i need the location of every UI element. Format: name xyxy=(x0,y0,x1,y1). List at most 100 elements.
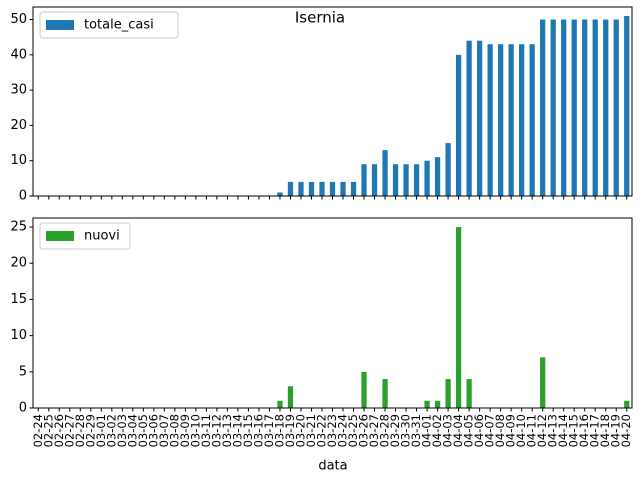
bar xyxy=(455,227,462,408)
axes-frame xyxy=(32,6,633,197)
x-tick-label: 04-19 xyxy=(609,414,623,447)
x-tick-label: 04-02 xyxy=(430,414,444,447)
x-tick-label: 03-04 xyxy=(125,414,139,447)
x-tick-label: 03-28 xyxy=(378,414,392,447)
x-tick-label: 03-25 xyxy=(346,414,360,447)
x-tick-label: 03-05 xyxy=(136,414,150,447)
x-tick-label: 04-03 xyxy=(441,414,455,447)
bar xyxy=(476,40,483,196)
x-tick-label: 04-13 xyxy=(546,414,560,447)
legend-label: nuovi xyxy=(84,229,120,244)
x-tick-label: 03-09 xyxy=(178,414,192,447)
y-tick-label: 20 xyxy=(10,256,27,271)
x-tick-label: 04-11 xyxy=(525,414,539,447)
x-tick-label: 03-27 xyxy=(367,414,381,447)
legend-label: totale_casi xyxy=(84,18,154,33)
x-tick-label: 04-08 xyxy=(493,414,507,447)
y-tick-label: 20 xyxy=(10,118,27,133)
x-tick-label: 04-20 xyxy=(619,414,633,447)
y-tick-label: 25 xyxy=(10,220,27,235)
x-tick-label: 03-11 xyxy=(199,414,213,447)
y-tick-label: 0 xyxy=(19,189,27,204)
x-tick-label: 03-12 xyxy=(209,414,223,447)
x-axis-label: data xyxy=(318,459,347,474)
x-tick-label: 04-10 xyxy=(514,414,528,447)
legend-box xyxy=(39,222,131,250)
x-tick-label: 03-23 xyxy=(325,414,339,447)
bar xyxy=(350,181,357,196)
x-tick-label: 04-14 xyxy=(556,414,570,447)
x-tick-label: 04-09 xyxy=(504,414,518,447)
bar xyxy=(613,19,619,196)
bar xyxy=(434,400,441,408)
x-tick-label: 03-30 xyxy=(399,414,413,447)
x-tick-label: 04-15 xyxy=(567,414,581,447)
x-tick-label: 02-25 xyxy=(41,414,55,447)
bar xyxy=(382,379,388,408)
x-tick-label: 02-28 xyxy=(73,414,87,447)
bar xyxy=(382,150,388,196)
x-tick-label: 03-15 xyxy=(241,414,255,447)
bar xyxy=(603,19,609,196)
bar xyxy=(371,164,378,196)
x-tick-label: 03-08 xyxy=(167,414,181,447)
x-tick-label: 04-17 xyxy=(588,414,602,447)
x-tick-label: 02-24 xyxy=(31,414,45,447)
x-tick-label: 03-20 xyxy=(293,414,307,447)
bar xyxy=(308,181,315,196)
bar xyxy=(519,44,525,197)
x-tick-label: 03-29 xyxy=(388,414,402,447)
y-tick-label: 30 xyxy=(10,83,27,98)
x-tick-label: 03-16 xyxy=(251,414,265,447)
x-tick-label: 04-16 xyxy=(577,414,591,447)
x-tick-label: 03-06 xyxy=(146,414,160,447)
x-tick-label: 04-12 xyxy=(535,414,549,447)
bar xyxy=(434,157,441,196)
bar xyxy=(445,379,451,408)
legend-swatch xyxy=(46,231,74,241)
bar xyxy=(561,19,567,196)
x-tick-label: 03-07 xyxy=(157,414,171,447)
x-tick-label: 02-27 xyxy=(62,414,76,447)
x-tick-label: 02-29 xyxy=(83,414,97,447)
bar xyxy=(340,181,346,196)
x-tick-label: 03-18 xyxy=(272,414,286,447)
bar xyxy=(571,19,577,196)
x-tick-label: 04-18 xyxy=(598,414,612,447)
bar xyxy=(319,181,325,196)
bar xyxy=(413,164,420,196)
bar xyxy=(550,19,556,196)
x-tick-label: 03-02 xyxy=(104,414,118,447)
y-tick-label: 0 xyxy=(19,401,27,416)
bar xyxy=(529,44,535,197)
legend-box xyxy=(39,11,179,39)
x-tick-label: 02-26 xyxy=(52,414,66,447)
bar xyxy=(540,19,546,196)
x-tick-label: 03-10 xyxy=(188,414,202,447)
x-tick-label: 04-05 xyxy=(462,414,476,447)
x-tick-label: 03-31 xyxy=(409,414,423,447)
x-tick-label: 04-07 xyxy=(483,414,497,447)
y-tick-label: 10 xyxy=(10,153,27,168)
bar xyxy=(392,164,399,196)
bar xyxy=(582,19,588,196)
bar xyxy=(361,371,367,408)
bar xyxy=(424,400,430,408)
bar xyxy=(624,400,630,408)
x-tick-label: 03-17 xyxy=(262,414,276,447)
x-tick-label: 04-01 xyxy=(420,414,434,447)
x-tick-label: 03-14 xyxy=(230,414,244,447)
bar xyxy=(508,44,514,197)
bar xyxy=(424,160,430,196)
y-tick-label: 40 xyxy=(10,47,27,62)
bar xyxy=(298,181,304,196)
x-tick-label: 03-24 xyxy=(336,414,350,447)
bar xyxy=(445,143,451,196)
x-tick-label: 04-06 xyxy=(472,414,486,447)
bar xyxy=(592,19,598,196)
x-tick-label: 03-26 xyxy=(357,414,371,447)
bar xyxy=(287,181,294,196)
bar xyxy=(455,54,462,196)
bar xyxy=(277,400,283,408)
